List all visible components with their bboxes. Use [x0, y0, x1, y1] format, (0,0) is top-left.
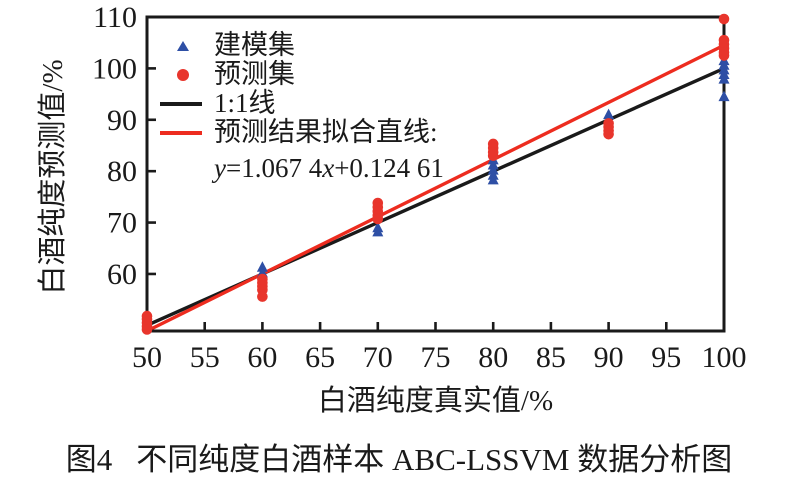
prediction-set-point — [257, 291, 268, 302]
modeling-set-point — [372, 225, 384, 237]
y-tick-label: 80 — [107, 155, 137, 188]
x-tick-label: 85 — [536, 341, 566, 374]
x-tick-label: 80 — [478, 341, 508, 374]
y-tick-label: 100 — [92, 52, 137, 85]
x-tick-label: 75 — [421, 341, 451, 374]
legend-label-fit-line: 预测结果拟合直线: — [214, 117, 438, 147]
red-line-marker-icon — [160, 130, 202, 135]
prediction-set-point — [603, 128, 614, 140]
fit-equation: y=1.067 4x+0.124 61 — [214, 155, 444, 182]
modeling-set-point — [256, 261, 268, 272]
prediction-set-point — [487, 150, 499, 162]
y-tick-label: 90 — [107, 104, 137, 137]
legend-item-prediction-set: 预测集 — [160, 60, 444, 89]
black-line-marker-icon — [160, 101, 202, 106]
plot-legend: 建模集 预测集 1:1线 预测结果拟合直线: y=1.067 4x+0.124 … — [160, 31, 444, 182]
modeling-set-point — [718, 90, 730, 102]
prediction-set-point — [718, 13, 730, 25]
y-axis-label: 白酒纯度预测值/% — [37, 59, 69, 295]
x-tick-label: 50 — [132, 341, 162, 374]
legend-item-identity-line: 1:1线 — [160, 89, 444, 118]
x-axis-label: 白酒纯度真实值/% — [317, 385, 554, 417]
x-tick-label: 70 — [363, 341, 393, 374]
legend-item-fit-line: 预测结果拟合直线: — [160, 118, 444, 147]
x-tick-label: 90 — [594, 341, 624, 374]
legend-item-modeling-set: 建模集 — [160, 31, 444, 60]
figure-caption: 图4 不同纯度白酒样本 ABC-LSSVM 数据分析图 — [0, 434, 798, 479]
legend-label-prediction-set: 预测集 — [214, 59, 295, 89]
x-tick-label: 95 — [651, 341, 681, 374]
figure-caption-text: 不同纯度白酒样本 ABC-LSSVM 数据分析图 — [136, 442, 733, 477]
prediction-set-point — [141, 324, 153, 335]
figure-caption-number: 图4 — [65, 442, 113, 477]
equation-slope: =1.067 4 — [225, 153, 323, 183]
legend-label-identity-line: 1:1线 — [214, 88, 276, 118]
equation-y-var: y — [214, 153, 226, 183]
x-tick-label: 60 — [247, 341, 277, 374]
red-circle-marker-icon — [177, 68, 189, 81]
prediction-set-point — [718, 50, 730, 61]
modeling-set-point — [603, 108, 615, 120]
x-tick-label: 65 — [305, 341, 335, 374]
x-tick-label: 55 — [190, 341, 220, 374]
y-tick-label: 70 — [107, 207, 137, 240]
prediction-set-point — [372, 213, 384, 225]
y-tick-label: 60 — [107, 258, 137, 291]
x-tick-label: 100 — [702, 341, 747, 374]
blue-triangle-marker-icon — [177, 40, 189, 51]
series-line — [146, 43, 725, 333]
equation-x-var: x — [322, 153, 335, 183]
equation-intercept: +0.124 61 — [334, 153, 444, 183]
modeling-set-point — [487, 173, 499, 185]
modeling-set-point — [718, 73, 730, 84]
legend-label-modeling-set: 建模集 — [214, 30, 295, 60]
y-tick-label: 110 — [93, 1, 137, 34]
